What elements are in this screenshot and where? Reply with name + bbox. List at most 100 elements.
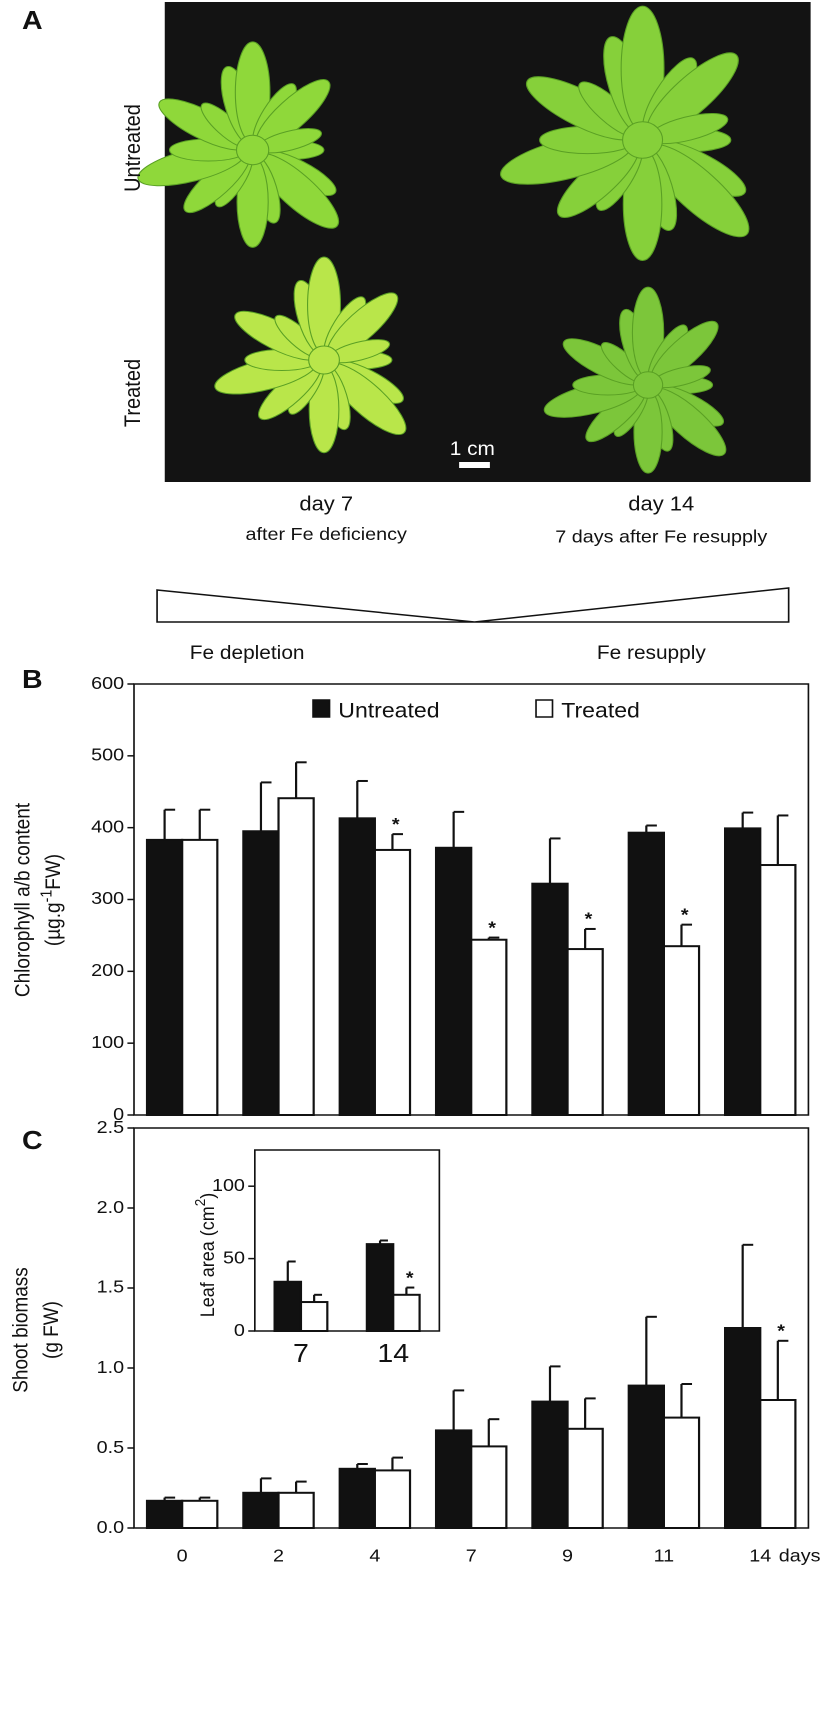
x-tick-label: 4 xyxy=(369,1547,380,1567)
significance-mark: * xyxy=(777,1321,785,1341)
bar xyxy=(277,797,315,1117)
label-part: (µg.g xyxy=(43,902,66,946)
bar xyxy=(470,938,508,1117)
y-axis-label: (µg.g-1FW) xyxy=(38,854,66,946)
y-tick-label: 0.5 xyxy=(97,1438,124,1458)
legend-label: Untreated xyxy=(338,699,439,723)
bar xyxy=(724,1327,762,1529)
y-tick-label: 100 xyxy=(91,1033,124,1053)
panel-label: C xyxy=(22,1125,43,1155)
bar xyxy=(242,1491,280,1530)
bar xyxy=(242,830,280,1117)
y-tick-label: 0 xyxy=(234,1321,245,1341)
label-part: FW) xyxy=(43,854,66,890)
bar xyxy=(627,1384,666,1529)
bar xyxy=(531,882,569,1116)
y-tick-label: 200 xyxy=(91,961,124,981)
x-tick-label: 7 xyxy=(293,1338,309,1368)
bar xyxy=(181,838,219,1117)
bar xyxy=(145,838,184,1117)
bar xyxy=(434,1429,473,1530)
panel-label: B xyxy=(22,664,43,694)
legend-label: Treated xyxy=(561,699,640,723)
y-tick-label: 2.0 xyxy=(97,1198,124,1218)
bar xyxy=(470,1445,508,1530)
leaf xyxy=(308,345,340,375)
bar xyxy=(531,1400,569,1529)
y-tick-label: 300 xyxy=(91,889,124,909)
column-title: day 14 xyxy=(628,493,694,515)
leaf xyxy=(622,121,664,159)
leaf xyxy=(235,134,270,166)
x-tick-label: 2 xyxy=(273,1547,284,1567)
x-tick-label: 11 xyxy=(654,1547,675,1567)
y-tick-label: 50 xyxy=(223,1248,245,1268)
bar xyxy=(365,1243,395,1332)
bar xyxy=(434,846,473,1117)
significance-mark: * xyxy=(392,815,400,835)
bar xyxy=(338,817,376,1116)
y-tick-label: 0.0 xyxy=(97,1518,124,1538)
column-subtitle: after Fe deficiency xyxy=(246,525,408,545)
column-title: day 7 xyxy=(299,493,353,515)
phase-label: Fe resupply xyxy=(597,643,706,664)
bar xyxy=(724,827,762,1116)
bar xyxy=(392,1293,421,1333)
y-tick-label: 400 xyxy=(91,817,124,837)
legend-swatch xyxy=(535,699,554,718)
plants xyxy=(137,5,750,474)
bar xyxy=(759,1399,797,1529)
x-tick-label: 0 xyxy=(177,1547,188,1567)
bar xyxy=(566,948,604,1116)
y-tick-label: 500 xyxy=(91,745,124,765)
gradient-wedge xyxy=(156,587,790,623)
x-tick-label: 14 xyxy=(377,1338,409,1368)
scale-bar xyxy=(459,462,490,468)
x-axis-label: days xyxy=(779,1547,821,1567)
bar xyxy=(299,1301,329,1333)
y-axis-label: Chlorophyll a/b content xyxy=(12,802,35,997)
bar xyxy=(181,1499,219,1530)
y-axis-label: Shoot biomass xyxy=(10,1267,33,1393)
column-subtitle: 7 days after Fe resupply xyxy=(555,528,768,548)
bar xyxy=(373,848,412,1116)
x-tick-label: 9 xyxy=(562,1547,573,1567)
legend-swatch xyxy=(312,699,331,718)
y-tick-label: 1.5 xyxy=(97,1278,124,1298)
bar xyxy=(662,1416,701,1529)
x-tick-label: 7 xyxy=(466,1547,477,1567)
significance-mark: * xyxy=(681,905,689,925)
bar xyxy=(566,1427,604,1530)
bar xyxy=(145,1499,184,1530)
x-tick-label: 14 xyxy=(749,1547,771,1567)
y-tick-label: 100 xyxy=(212,1176,245,1196)
bar xyxy=(627,831,666,1116)
row-label: Untreated xyxy=(121,104,145,192)
scale-label: 1 cm xyxy=(450,439,495,460)
label-part: ) xyxy=(197,1193,219,1199)
significance-mark: * xyxy=(488,918,496,938)
y-tick-label: 1.0 xyxy=(97,1358,124,1378)
significance-mark: * xyxy=(585,909,593,929)
y-tick-label: 0 xyxy=(113,1105,124,1125)
bar xyxy=(373,1469,412,1530)
label-superscript: -1 xyxy=(38,890,56,903)
row-label: Treated xyxy=(121,359,145,427)
phase-label: Fe depletion xyxy=(190,643,305,664)
label-superscript: 2 xyxy=(192,1199,209,1207)
bar xyxy=(277,1491,315,1530)
bar xyxy=(273,1280,303,1332)
panel-label: A xyxy=(22,5,43,35)
bar xyxy=(662,945,701,1116)
label-part: Leaf area (cm xyxy=(197,1206,219,1317)
y-axis-label: Leaf area (cm2) xyxy=(192,1193,219,1317)
y-tick-label: 2.5 xyxy=(97,1118,124,1138)
y-axis-label: (g FW) xyxy=(40,1301,63,1359)
significance-mark: * xyxy=(406,1268,414,1288)
leaf xyxy=(632,371,664,399)
bar xyxy=(338,1467,376,1530)
bar xyxy=(759,864,797,1117)
y-tick-label: 600 xyxy=(91,674,124,694)
plot-frame xyxy=(254,1149,441,1332)
